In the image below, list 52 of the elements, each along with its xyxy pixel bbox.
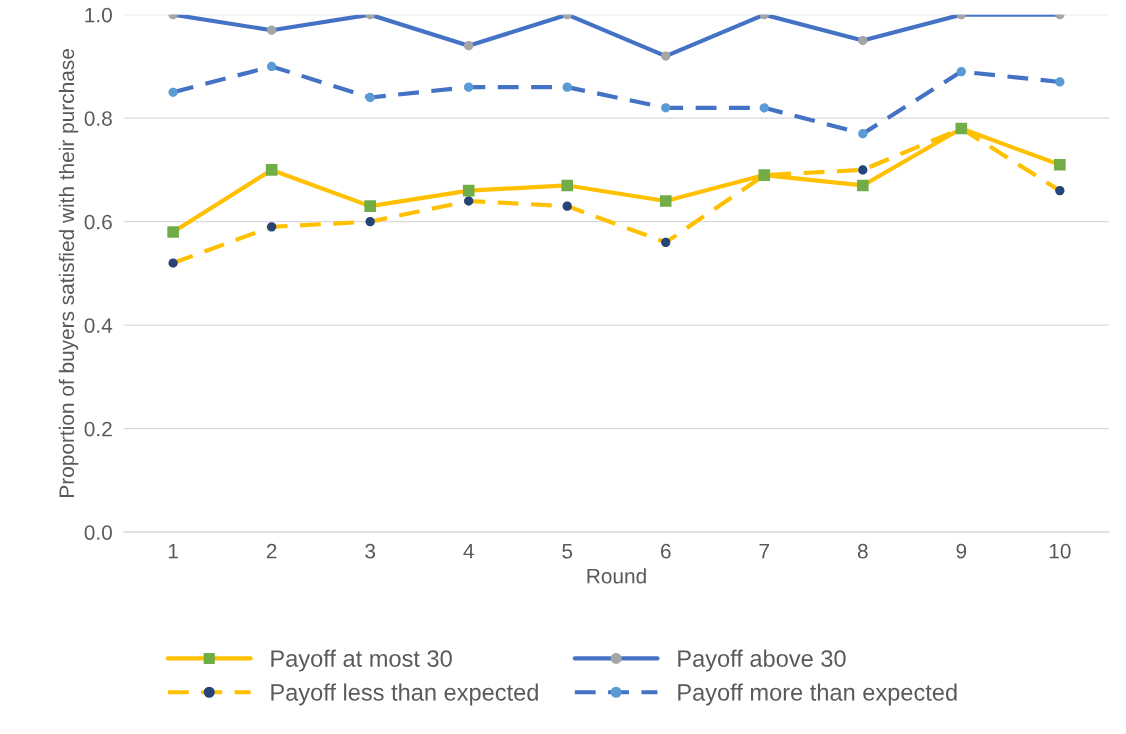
legend-label: Payoff above 30 (678, 649, 846, 672)
point (364, 200, 376, 212)
point (1055, 77, 1065, 87)
legend-label: Payoff more than expected (678, 683, 957, 706)
x-axis-title: Round (587, 568, 646, 584)
y-tick-label: 0.0 (84, 525, 112, 540)
point (365, 92, 375, 103)
point (266, 25, 277, 35)
point (1055, 185, 1065, 196)
point (1054, 158, 1066, 171)
legend-label: Payoff at most 30 (271, 649, 452, 672)
point (659, 195, 672, 207)
point (462, 184, 475, 197)
y-tick-label: 0.6 (84, 214, 112, 230)
point (365, 217, 375, 227)
point (464, 41, 474, 51)
y-tick-label: 0.8 (84, 111, 112, 126)
point (168, 258, 178, 268)
point (562, 82, 572, 92)
y-tick-label: 0.4 (84, 318, 113, 333)
y-axis-title: Proportion of buyers satisfied with their purchase (58, 49, 79, 497)
x-tick-label: 8 (857, 543, 868, 559)
point (167, 226, 179, 238)
point (858, 35, 868, 46)
x-tick-label: 7 (759, 544, 770, 559)
x-tick-label: 1 (168, 544, 178, 559)
x-tick-label: 9 (956, 543, 967, 559)
legend-label: Payoff less than expected (271, 683, 538, 706)
point (168, 87, 178, 97)
point (464, 196, 474, 206)
point (562, 201, 572, 211)
point (661, 51, 671, 61)
x-tick-label: 4 (463, 544, 474, 559)
y-tick-label: 1.0 (85, 7, 112, 23)
point (661, 103, 671, 113)
x-tick-label: 10 (1049, 543, 1071, 559)
point (561, 179, 574, 192)
x-tick-label: 3 (365, 543, 376, 559)
x-tick-label: 6 (661, 543, 671, 559)
x-tick-label: 2 (266, 543, 277, 559)
point (856, 179, 869, 192)
y-tick-label: 0.2 (84, 421, 112, 437)
x-tick-label: 5 (562, 544, 573, 559)
point (266, 61, 277, 72)
point (858, 129, 868, 139)
point (266, 222, 277, 232)
point (858, 165, 868, 175)
point (956, 66, 966, 77)
point (464, 82, 474, 92)
point (759, 103, 769, 113)
point (265, 164, 278, 176)
point (661, 237, 671, 248)
